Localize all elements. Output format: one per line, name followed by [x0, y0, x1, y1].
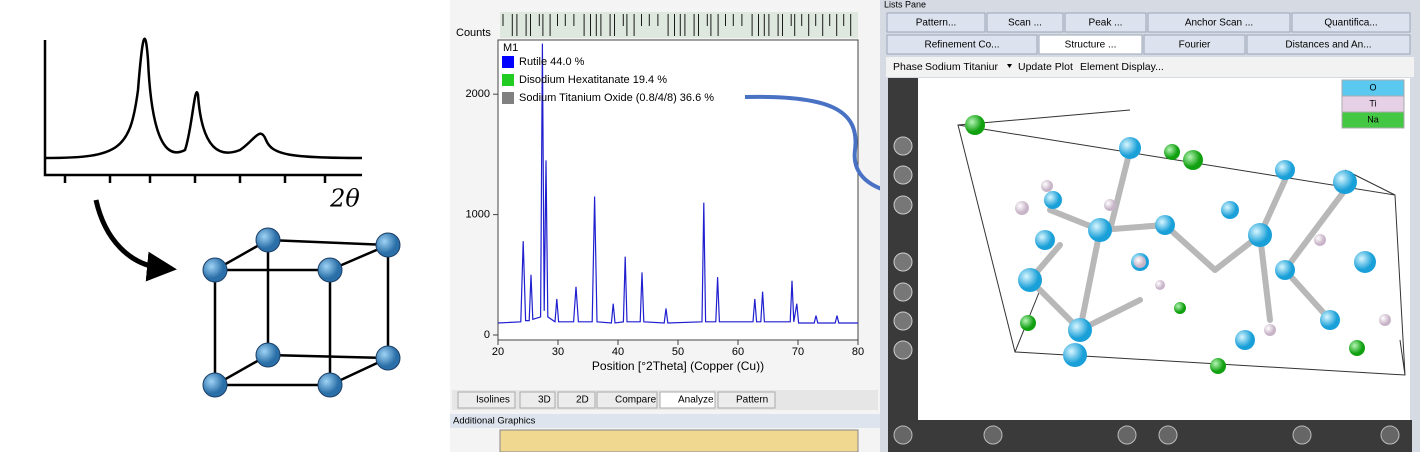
- tab-label[interactable]: Analyze: [678, 395, 714, 406]
- tab-label[interactable]: Distances and An...: [1285, 40, 1371, 51]
- tab-label[interactable]: Anchor Scan ...: [1185, 18, 1253, 29]
- tab[interactable]: [1064, 12, 1147, 33]
- tab-label[interactable]: Fourier: [1179, 40, 1211, 51]
- bottom-bar: [888, 420, 1412, 452]
- toolbar: [886, 57, 1414, 77]
- unit-cell: [957, 109, 1406, 376]
- tab[interactable]: [717, 391, 776, 409]
- pattern-sketch: [44, 37, 363, 160]
- legend-swatch: [502, 56, 514, 68]
- x-tick-label: 60: [732, 346, 744, 358]
- ticks: [63, 175, 327, 183]
- pane-title: Lists Pane: [884, 0, 926, 9]
- toolbar-item[interactable]: Element Display...: [1080, 61, 1164, 73]
- tab-label[interactable]: Quantifica...: [1324, 18, 1377, 29]
- cube-atoms: [202, 227, 401, 398]
- reference-strip: [500, 12, 858, 38]
- y-tick-label: 0: [484, 329, 490, 341]
- tab-label[interactable]: Pattern: [736, 395, 768, 406]
- reference-ticks: [502, 14, 852, 36]
- phase-label: M1: [503, 42, 518, 54]
- x-tick-label: 50: [672, 346, 684, 358]
- x-label: 2θ: [329, 185, 360, 213]
- tab-label[interactable]: Isolines: [476, 395, 510, 406]
- toolbar-item[interactable]: Sodium Titaniur: [925, 61, 998, 73]
- x-tick-label: 40: [612, 346, 624, 358]
- x-tick-label: 20: [492, 346, 504, 358]
- y-tick-label: 1000: [466, 208, 490, 220]
- tab-label[interactable]: Structure ...: [1065, 40, 1117, 51]
- tab[interactable]: [519, 391, 556, 409]
- x-tick-label: 70: [792, 346, 804, 358]
- tab-label[interactable]: Refinement Co...: [924, 40, 999, 51]
- element-swatch[interactable]: [1341, 111, 1405, 129]
- bottom-buttons: [893, 425, 1400, 445]
- element-label[interactable]: Ti: [1369, 98, 1376, 108]
- tab[interactable]: [557, 391, 596, 409]
- tab-label[interactable]: Pattern...: [916, 18, 957, 29]
- toolbar-item[interactable]: Update Plot: [1018, 61, 1073, 73]
- tab[interactable]: [596, 391, 658, 409]
- toolbar-item: Phase: [893, 61, 923, 73]
- tab[interactable]: [1038, 34, 1143, 55]
- tab-label[interactable]: Scan ...: [1008, 18, 1042, 29]
- tab-label[interactable]: Peak ...: [1089, 18, 1123, 29]
- element-label[interactable]: Na: [1367, 114, 1379, 124]
- tab[interactable]: [1291, 12, 1411, 33]
- arrow: [93, 199, 177, 282]
- y-tick-label: 2000: [466, 88, 490, 100]
- tab[interactable]: [659, 391, 716, 409]
- panel-header: [450, 414, 880, 428]
- legend-label: Sodium Titanium Oxide (0.8/4/8) 36.6 %: [519, 92, 714, 104]
- plot-area: [497, 39, 859, 341]
- x-label: Position [°2Theta] (Copper (Cu)): [592, 359, 764, 373]
- pattern-line: [497, 43, 858, 324]
- dropdown-arrow[interactable]: [1007, 64, 1012, 68]
- tab[interactable]: [886, 12, 986, 33]
- legend-label: Disodium Hexatitanate 19.4 %: [519, 74, 667, 86]
- tab[interactable]: [1246, 34, 1411, 55]
- legend-label: Rutile 44.0 %: [519, 56, 585, 68]
- tab-label[interactable]: Compare: [615, 395, 657, 406]
- cube: [213, 238, 390, 387]
- tab-label[interactable]: 3D: [538, 395, 551, 406]
- bonds: [1027, 147, 1348, 333]
- x-tick-label: 30: [552, 346, 564, 358]
- x-tick-label: 80: [852, 346, 864, 358]
- y-label: Counts: [456, 27, 491, 39]
- side-buttons: [893, 136, 913, 360]
- structure-viewer: [918, 78, 1410, 420]
- atoms: [965, 115, 1391, 374]
- tab[interactable]: [986, 12, 1064, 33]
- tab[interactable]: [1147, 12, 1291, 33]
- legend-swatch: [502, 92, 514, 104]
- panel-title: Additional Graphics: [453, 416, 536, 427]
- tab[interactable]: [457, 391, 516, 409]
- element-label[interactable]: O: [1369, 82, 1376, 92]
- axes: [43, 40, 362, 177]
- legend-swatch: [502, 74, 514, 86]
- graphics-strip: [499, 429, 859, 452]
- tab[interactable]: [886, 34, 1038, 55]
- tab[interactable]: [1143, 34, 1246, 55]
- tab-label[interactable]: 2D: [576, 395, 589, 406]
